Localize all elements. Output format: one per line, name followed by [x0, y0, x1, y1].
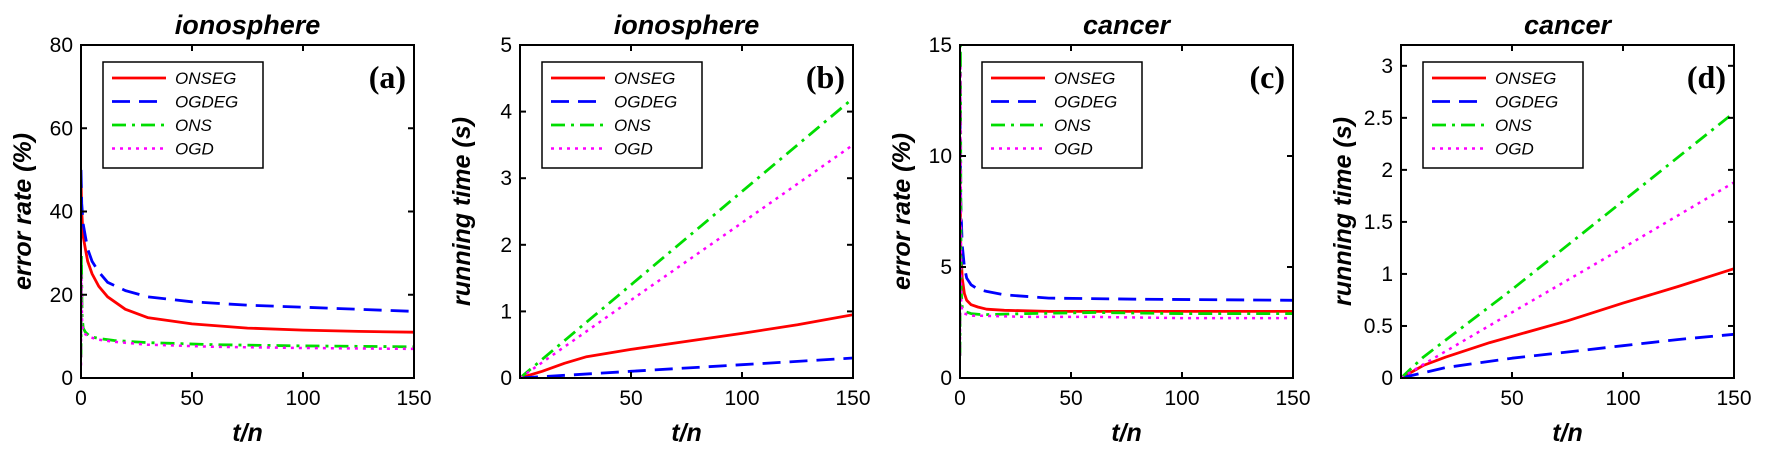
legend-label-ogd: OGD — [1495, 140, 1534, 159]
x-axis-label: t/n — [671, 419, 702, 447]
y-axis-label: running time (s) — [448, 117, 476, 306]
y-tick-label: 0 — [1381, 367, 1393, 390]
legend-label-ons: ONS — [1054, 116, 1092, 135]
y-tick-label: 0 — [61, 367, 73, 390]
legend-label-ons: ONS — [614, 116, 652, 135]
series-group — [1401, 111, 1734, 378]
y-axis-label: error rate (%) — [9, 133, 37, 290]
legend-label-ogdeg: OGDEG — [1495, 93, 1558, 112]
series-line-onseg — [1401, 267, 1734, 378]
y-tick-label: 40 — [50, 201, 73, 224]
series-line-ogd — [81, 272, 414, 366]
y-tick-label: 2.5 — [1364, 107, 1393, 130]
panel-label: (c) — [1249, 59, 1285, 95]
legend-label-ogd: OGD — [614, 140, 653, 159]
series-group — [520, 97, 853, 378]
x-tick-label: 100 — [1164, 387, 1199, 410]
series-line-onseg — [520, 313, 853, 378]
series-line-ogdeg — [1401, 332, 1734, 378]
y-tick-label: 0 — [500, 367, 512, 390]
x-tick-label: 0 — [954, 387, 966, 410]
panel-label: (b) — [806, 59, 845, 95]
series-line-ogd — [520, 143, 853, 378]
chart-title: cancer — [1524, 10, 1613, 40]
legend-label-ogdeg: OGDEG — [175, 93, 238, 112]
panel-label: (a) — [369, 59, 406, 95]
series-group — [81, 169, 414, 366]
series-line-ons — [1401, 111, 1734, 378]
y-tick-label: 3 — [500, 167, 512, 190]
y-tick-label: 3 — [1381, 55, 1393, 78]
legend-label-ogdeg: OGDEG — [1054, 93, 1117, 112]
y-tick-label: 10 — [929, 145, 952, 168]
legend-box — [981, 61, 1143, 169]
series-line-onseg — [960, 178, 1293, 313]
chart-title: cancer — [1083, 10, 1172, 40]
y-tick-label: 1 — [500, 300, 512, 323]
y-tick-label: 5 — [940, 256, 952, 279]
panel-4: 0 0.5 1 1.5 2 2.5 3 50 100 150 cancer t/n running ti… — [1329, 10, 1752, 447]
x-tick-label: 150 — [1716, 387, 1751, 410]
panel-label: (d) — [1687, 59, 1726, 95]
x-axis-label: t/n — [1111, 419, 1142, 447]
y-tick-label: 0.5 — [1364, 315, 1393, 338]
legend-label-onseg: ONSEG — [614, 69, 675, 88]
x-tick-label: 50 — [1059, 387, 1082, 410]
y-tick-label: 2 — [500, 234, 512, 257]
y-tick-label: 5 — [500, 34, 512, 57]
plot-frame — [1400, 44, 1735, 379]
x-tick-label: 150 — [835, 387, 870, 410]
legend-label-ogdeg: OGDEG — [614, 93, 677, 112]
legend-box — [1422, 61, 1584, 169]
legend-label-onseg: ONSEG — [1495, 69, 1556, 88]
series-line-onseg — [81, 178, 414, 334]
legend-box — [102, 61, 264, 169]
plot-frame — [959, 44, 1294, 379]
legend-label-ogd: OGD — [1054, 140, 1093, 159]
chart-title: ionosphere — [614, 10, 760, 40]
legend-label-onseg: ONSEG — [1054, 69, 1115, 88]
y-tick-label: 80 — [50, 34, 73, 57]
legend-label-ogd: OGD — [175, 140, 214, 159]
x-tick-label: 100 — [724, 387, 759, 410]
x-tick-label: 50 — [619, 387, 642, 410]
y-axis-label: error rate (%) — [888, 133, 916, 290]
x-tick-label: 100 — [1605, 387, 1640, 410]
series-line-ogd — [1401, 181, 1734, 378]
series-line-ons — [81, 251, 414, 358]
legend-label-ons: ONS — [1495, 116, 1533, 135]
y-tick-label: 1 — [1381, 263, 1393, 286]
x-tick-label: 50 — [1500, 387, 1523, 410]
y-tick-label: 15 — [929, 34, 952, 57]
chart-title: ionosphere — [175, 10, 321, 40]
x-tick-label: 50 — [180, 387, 203, 410]
y-tick-label: 20 — [50, 284, 73, 307]
x-tick-label: 150 — [396, 387, 431, 410]
series-line-ogdeg — [520, 356, 853, 378]
panel-1: 0 20 40 60 80 0 50 100 150 ionosphere t/n error rat… — [9, 10, 432, 447]
x-tick-label: 0 — [75, 387, 87, 410]
y-tick-label: 60 — [50, 117, 73, 140]
y-tick-label: 0 — [940, 367, 952, 390]
x-axis-label: t/n — [232, 419, 263, 447]
legend-box — [541, 61, 703, 169]
x-axis-label: t/n — [1552, 419, 1583, 447]
x-tick-label: 100 — [285, 387, 320, 410]
y-tick-label: 1.5 — [1364, 211, 1393, 234]
plot-frame — [519, 44, 854, 379]
y-tick-label: 4 — [500, 101, 512, 124]
series-line-ogdeg — [81, 169, 414, 313]
y-axis-label: running time (s) — [1329, 117, 1357, 306]
panel-2: 0 1 2 3 4 5 50 100 150 ionosphere t/n running time … — [448, 10, 871, 447]
legend-label-onseg: ONSEG — [175, 69, 236, 88]
y-tick-label: 2 — [1381, 159, 1393, 182]
legend-label-ons: ONS — [175, 116, 213, 135]
x-tick-label: 150 — [1275, 387, 1310, 410]
